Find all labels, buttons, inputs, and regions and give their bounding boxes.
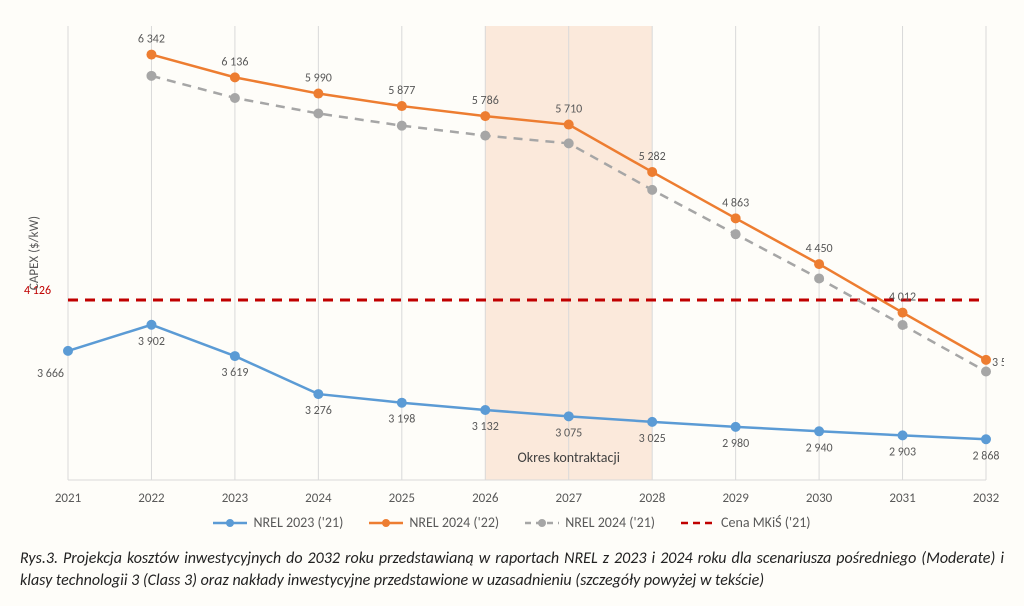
svg-text:CAPEX ($/kW): CAPEX ($/kW) xyxy=(27,216,42,290)
svg-text:3 619: 3 619 xyxy=(221,366,248,380)
svg-text:3 902: 3 902 xyxy=(138,335,165,349)
legend-item: NREL 2024 ('21) xyxy=(525,514,655,531)
svg-text:3 585: 3 585 xyxy=(992,356,1004,370)
svg-text:2 940: 2 940 xyxy=(806,441,833,455)
legend-label: NREL 2024 ('22) xyxy=(409,514,499,531)
svg-text:2 980: 2 980 xyxy=(722,437,749,451)
capex-chart: 2021 2022 2023 2024 2025 2026 2027 2028 2029 2030… xyxy=(20,10,1004,540)
svg-text:2 868: 2 868 xyxy=(972,449,999,463)
svg-text:3 666: 3 666 xyxy=(37,367,64,381)
svg-text:5 877: 5 877 xyxy=(388,84,415,98)
svg-text:3 132: 3 132 xyxy=(472,420,499,434)
legend-item: NREL 2023 ('21) xyxy=(213,514,343,531)
svg-text:3 276: 3 276 xyxy=(305,404,332,418)
svg-text:2021: 2021 xyxy=(55,491,81,506)
chart-svg: 2021 2022 2023 2024 2025 2026 2027 2028 2029 2030… xyxy=(20,10,1004,510)
figure-caption: Rys.3. Projekcja kosztów inwestycyjnych … xyxy=(20,548,1004,591)
svg-text:4 012: 4 012 xyxy=(889,291,916,305)
svg-text:2026: 2026 xyxy=(472,491,499,506)
svg-text:5 282: 5 282 xyxy=(639,150,666,164)
svg-text:2029: 2029 xyxy=(722,491,749,506)
legend-label: Cena MKiŚ ('21) xyxy=(721,514,810,531)
svg-text:3 025: 3 025 xyxy=(639,432,666,446)
svg-text:2024: 2024 xyxy=(305,491,332,506)
legend-item: NREL 2024 ('22) xyxy=(369,514,499,531)
svg-text:Okres kontraktacji: Okres kontraktacji xyxy=(518,449,620,466)
svg-text:3 198: 3 198 xyxy=(388,413,415,427)
svg-text:6 342: 6 342 xyxy=(138,33,165,47)
svg-text:2 903: 2 903 xyxy=(889,445,916,459)
svg-text:2022: 2022 xyxy=(138,491,165,506)
svg-text:5 990: 5 990 xyxy=(305,72,332,86)
chart-legend: NREL 2023 ('21) NREL 2024 ('22) NREL 202… xyxy=(20,514,1004,531)
legend-label: NREL 2024 ('21) xyxy=(565,514,655,531)
svg-text:4 863: 4 863 xyxy=(722,196,749,210)
svg-text:2027: 2027 xyxy=(556,491,583,506)
svg-text:2031: 2031 xyxy=(889,491,915,506)
svg-text:5 710: 5 710 xyxy=(555,103,582,117)
svg-text:6 136: 6 136 xyxy=(221,55,248,69)
svg-text:2028: 2028 xyxy=(639,491,666,506)
svg-text:4 450: 4 450 xyxy=(806,242,833,256)
svg-text:3 075: 3 075 xyxy=(555,426,582,440)
svg-text:5 786: 5 786 xyxy=(472,94,499,108)
legend-label: NREL 2023 ('21) xyxy=(253,514,343,531)
svg-text:2032: 2032 xyxy=(973,491,1000,506)
svg-text:2030: 2030 xyxy=(806,491,833,506)
svg-text:2023: 2023 xyxy=(222,491,249,506)
legend-item: Cena MKiŚ ('21) xyxy=(681,514,810,531)
svg-text:2025: 2025 xyxy=(389,491,415,506)
